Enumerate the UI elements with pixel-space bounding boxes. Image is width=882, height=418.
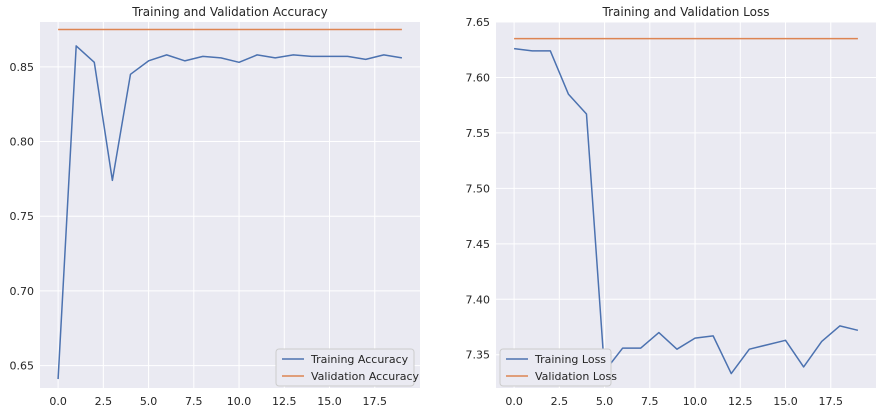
accuracy-x-tick-label: 10.0 bbox=[227, 395, 252, 408]
loss-plot-area bbox=[496, 22, 876, 388]
loss-chart: Training and Validation Loss 0.0 2.5 5.0 7.… bbox=[466, 5, 876, 408]
loss-x-tick-label: 10.0 bbox=[683, 395, 708, 408]
loss-y-tick-label: 7.55 bbox=[466, 127, 491, 140]
accuracy-y-tick-label: 0.70 bbox=[10, 285, 35, 298]
loss-legend: Training Loss Validation Loss bbox=[499, 348, 617, 387]
accuracy-x-tick-label: 7.5 bbox=[185, 395, 203, 408]
loss-y-tick-label: 7.60 bbox=[466, 71, 491, 84]
accuracy-x-tick-label: 2.5 bbox=[95, 395, 113, 408]
loss-x-tick-label: 2.5 bbox=[551, 395, 569, 408]
loss-series-training-line bbox=[514, 47, 859, 375]
accuracy-x-tick-label: 15.0 bbox=[317, 395, 342, 408]
loss-y-tick-label: 7.65 bbox=[466, 16, 491, 29]
accuracy-legend-entry: Validation Accuracy bbox=[311, 370, 420, 383]
loss-x-tick-label: 0.0 bbox=[505, 395, 523, 408]
accuracy-chart-title: Training and Validation Accuracy bbox=[131, 5, 327, 19]
accuracy-chart: Training and Validation Accuracy 0.0 2.5 5… bbox=[10, 5, 420, 408]
loss-x-tick-label: 5.0 bbox=[596, 395, 614, 408]
accuracy-y-tick-label: 0.85 bbox=[10, 61, 35, 74]
loss-x-tick-label: 7.5 bbox=[641, 395, 659, 408]
loss-y-tick-label: 7.50 bbox=[466, 182, 491, 195]
accuracy-x-tick-label: 17.5 bbox=[363, 395, 388, 408]
accuracy-legend-entry: Training Accuracy bbox=[310, 353, 409, 366]
loss-y-tick-label: 7.45 bbox=[466, 238, 491, 251]
loss-x-tick-label: 17.5 bbox=[819, 395, 844, 408]
accuracy-x-tick-label: 12.5 bbox=[272, 395, 297, 408]
loss-x-tick-label: 12.5 bbox=[728, 395, 753, 408]
loss-chart-title: Training and Validation Loss bbox=[602, 5, 770, 19]
accuracy-y-tick-label: 0.80 bbox=[10, 136, 35, 149]
accuracy-legend-frame bbox=[275, 348, 415, 387]
loss-y-tick-label: 7.40 bbox=[466, 293, 491, 306]
accuracy-y-tick-label: 0.75 bbox=[10, 210, 35, 223]
loss-legend-entry: Training Loss bbox=[534, 353, 606, 366]
accuracy-legend: Training Accuracy Validation Accuracy bbox=[275, 348, 420, 387]
loss-y-tick-label: 7.35 bbox=[466, 349, 491, 362]
accuracy-x-tick-label: 5.0 bbox=[140, 395, 158, 408]
accuracy-y-tick-label: 0.65 bbox=[10, 360, 35, 373]
loss-legend-entry: Validation Loss bbox=[535, 370, 617, 383]
loss-x-tick-label: 15.0 bbox=[773, 395, 798, 408]
accuracy-series-training-line bbox=[57, 45, 403, 380]
accuracy-x-tick-label: 0.0 bbox=[49, 395, 67, 408]
